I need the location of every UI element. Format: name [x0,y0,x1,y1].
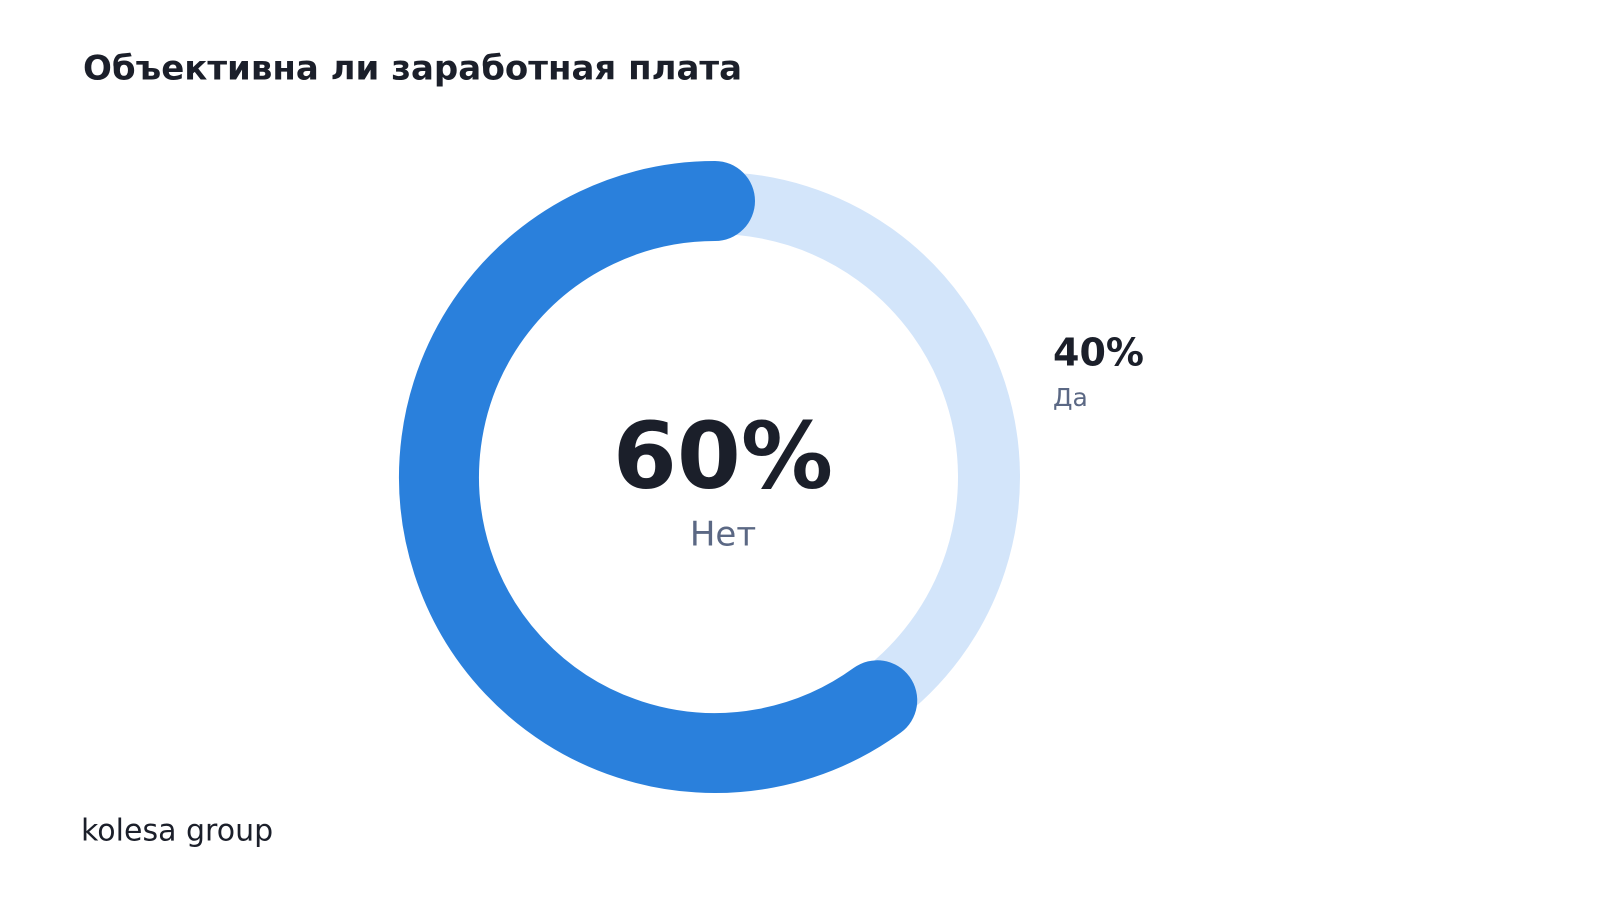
center-value-label: 60% [613,402,833,509]
center-category-label: Нет [690,515,756,555]
side-category-label: Да [1053,383,1088,412]
donut-segment [399,161,918,793]
chart-title: Объективна ли заработная плата [83,49,742,89]
donut-segment [714,172,1020,724]
brand-logo: kolesa group [81,814,273,849]
side-value-label: 40% [1053,331,1144,375]
